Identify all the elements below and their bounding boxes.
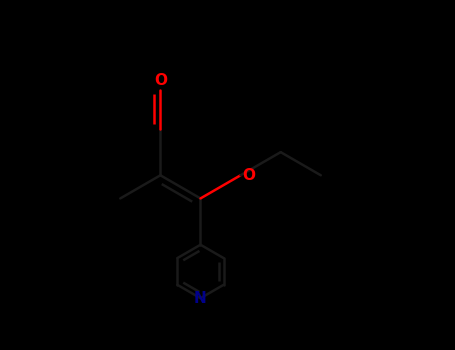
Text: O: O (243, 168, 256, 183)
Text: O: O (154, 73, 167, 88)
Text: N: N (194, 291, 207, 306)
